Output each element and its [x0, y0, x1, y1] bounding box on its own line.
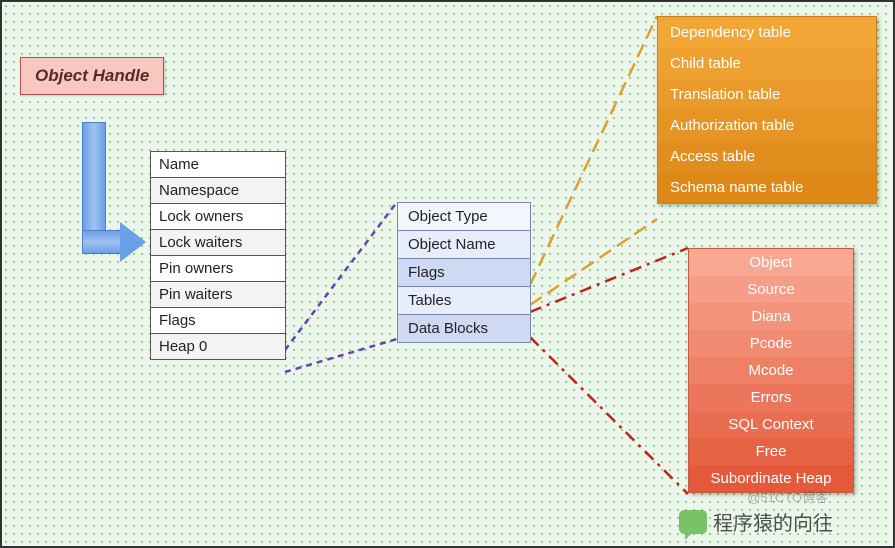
box3-row: Schema name table	[658, 172, 876, 203]
box3-row: Translation table	[658, 79, 876, 110]
box3-row: Authorization table	[658, 110, 876, 141]
box4-row: Errors	[689, 384, 853, 411]
watermark-sub: @51CTO博客	[747, 487, 828, 506]
arrow-icon	[72, 122, 142, 282]
watermark-text: 程序猿的向往	[713, 507, 833, 536]
arrow-stem	[82, 122, 106, 234]
box4-row: Mcode	[689, 357, 853, 384]
box4-row: Pcode	[689, 330, 853, 357]
watermark: 程序猿的向往	[679, 507, 833, 536]
box2-table: Object TypeObject NameFlagsTablesData Bl…	[397, 202, 531, 343]
box2-row: Object Name	[398, 231, 530, 259]
chat-bubble-icon	[679, 510, 707, 534]
box4-row: SQL Context	[689, 411, 853, 438]
box4-row: Diana	[689, 303, 853, 330]
box3-row: Dependency table	[658, 17, 876, 48]
box1-row: Lock waiters	[151, 230, 285, 256]
box4-row: Object	[689, 249, 853, 276]
content-layer: Object Handle NameNamespaceLock ownersLo…	[2, 2, 893, 546]
box3-row: Child table	[658, 48, 876, 79]
box3-table: Dependency tableChild tableTranslation t…	[657, 16, 877, 204]
diagram-canvas: Object Handle NameNamespaceLock ownersLo…	[0, 0, 895, 548]
box4-row: Source	[689, 276, 853, 303]
box1-row: Pin owners	[151, 256, 285, 282]
box1-row: Namespace	[151, 178, 285, 204]
box2-row: Data Blocks	[398, 315, 530, 342]
box1-row: Heap 0	[151, 334, 285, 359]
box4-table: ObjectSourceDianaPcodeMcodeErrorsSQL Con…	[688, 248, 854, 493]
box2-row: Tables	[398, 287, 530, 315]
object-handle-title: Object Handle	[20, 57, 164, 95]
arrow-head	[120, 222, 146, 262]
box3-row: Access table	[658, 141, 876, 172]
box1-row: Flags	[151, 308, 285, 334]
box1-row: Lock owners	[151, 204, 285, 230]
box2-row: Object Type	[398, 203, 530, 231]
box1-row: Name	[151, 152, 285, 178]
box4-row: Free	[689, 438, 853, 465]
box1-row: Pin waiters	[151, 282, 285, 308]
box1-table: NameNamespaceLock ownersLock waitersPin …	[150, 151, 286, 360]
arrow-hbar	[82, 230, 122, 254]
box2-row: Flags	[398, 259, 530, 287]
